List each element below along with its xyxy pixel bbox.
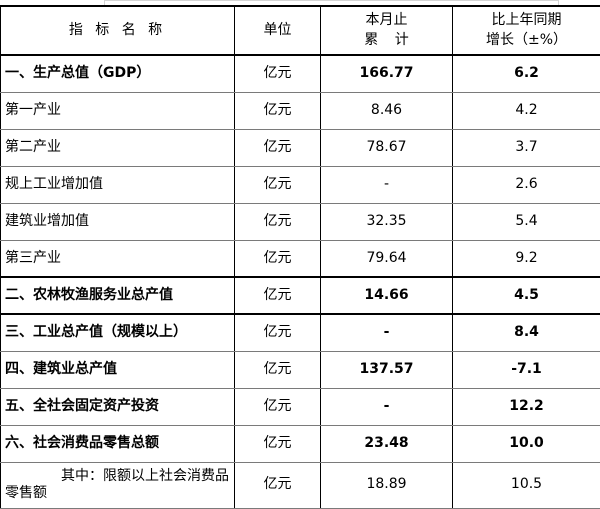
row-unit: 亿元: [235, 129, 321, 166]
row-indicator-name: 规上工业增加值: [1, 166, 235, 203]
row-unit: 亿元: [235, 388, 321, 425]
table-row: 三、工业总产值（规模以上）亿元-8.4: [1, 314, 600, 351]
row-growth-value: 3.7: [453, 129, 600, 166]
column-header-growth-line1: 比上年同期: [457, 12, 596, 30]
row-indicator-name: 五、全社会固定资产投资: [1, 388, 235, 425]
table-row: 五、全社会固定资产投资亿元-12.2: [1, 388, 600, 425]
row-indicator-name: 其中：限额以上社会消费品零售额: [1, 462, 235, 508]
row-indicator-name: 第三产业: [1, 240, 235, 277]
row-cumulative-value: -: [321, 388, 453, 425]
row-indicator-name: 三、工业总产值（规模以上）: [1, 314, 235, 351]
row-indicator-name: 第二产业: [1, 129, 235, 166]
row-cumulative-value: 23.48: [321, 425, 453, 462]
row-cumulative-value: 78.67: [321, 129, 453, 166]
row-indicator-name: 四、建筑业总产值: [1, 351, 235, 388]
row-growth-value: 12.2: [453, 388, 600, 425]
row-growth-value: 10.0: [453, 425, 600, 462]
row-growth-value: 4.2: [453, 92, 600, 129]
row-unit: 亿元: [235, 462, 321, 508]
row-unit: 亿元: [235, 92, 321, 129]
column-header-cumulative-line1: 本月止: [325, 12, 448, 30]
row-indicator-name: 一、生产总值（GDP）: [1, 55, 235, 92]
row-cumulative-value: 18.89: [321, 462, 453, 508]
row-cumulative-value: 8.46: [321, 92, 453, 129]
row-unit: 亿元: [235, 314, 321, 351]
column-header-growth: 比上年同期 增长（±%）: [453, 6, 600, 55]
row-unit: 亿元: [235, 351, 321, 388]
statistics-table-container: 指 标 名 称 单位 本月止 累 计 比上年同期 增长（±%） 一、生产总值（G…: [0, 0, 600, 474]
row-cumulative-value: -: [321, 314, 453, 351]
row-unit: 亿元: [235, 240, 321, 277]
row-indicator-name: 六、社会消费品零售总额: [1, 425, 235, 462]
row-cumulative-value: 166.77: [321, 55, 453, 92]
top-gridline-artifact: [104, 0, 559, 1]
row-unit: 亿元: [235, 277, 321, 314]
row-unit: 亿元: [235, 203, 321, 240]
column-header-unit: 单位: [235, 6, 321, 55]
row-growth-value: 5.4: [453, 203, 600, 240]
row-cumulative-value: 14.66: [321, 277, 453, 314]
row-growth-value: 9.2: [453, 240, 600, 277]
table-row: 规上工业增加值亿元-2.6: [1, 166, 600, 203]
row-growth-value: 6.2: [453, 55, 600, 92]
row-growth-value: 4.5: [453, 277, 600, 314]
row-cumulative-value: 79.64: [321, 240, 453, 277]
column-header-indicator-name: 指 标 名 称: [1, 6, 235, 55]
row-indicator-name: 二、农林牧渔服务业总产值: [1, 277, 235, 314]
economic-indicators-table: 指 标 名 称 单位 本月止 累 计 比上年同期 增长（±%） 一、生产总值（G…: [0, 5, 600, 509]
row-cumulative-value: 32.35: [321, 203, 453, 240]
column-header-growth-line2: 增长（±%）: [457, 32, 596, 50]
row-growth-value: 8.4: [453, 314, 600, 351]
row-cumulative-value: 137.57: [321, 351, 453, 388]
row-indicator-name: 建筑业增加值: [1, 203, 235, 240]
row-indicator-name: 第一产业: [1, 92, 235, 129]
row-growth-value: 10.5: [453, 462, 600, 508]
row-growth-value: -7.1: [453, 351, 600, 388]
column-header-cumulative: 本月止 累 计: [321, 6, 453, 55]
row-unit: 亿元: [235, 425, 321, 462]
row-growth-value: 2.6: [453, 166, 600, 203]
row-cumulative-value: -: [321, 166, 453, 203]
row-unit: 亿元: [235, 55, 321, 92]
row-unit: 亿元: [235, 166, 321, 203]
column-header-cumulative-line2: 累 计: [325, 32, 448, 50]
table-header-row: 指 标 名 称 单位 本月止 累 计 比上年同期 增长（±%）: [1, 6, 600, 55]
